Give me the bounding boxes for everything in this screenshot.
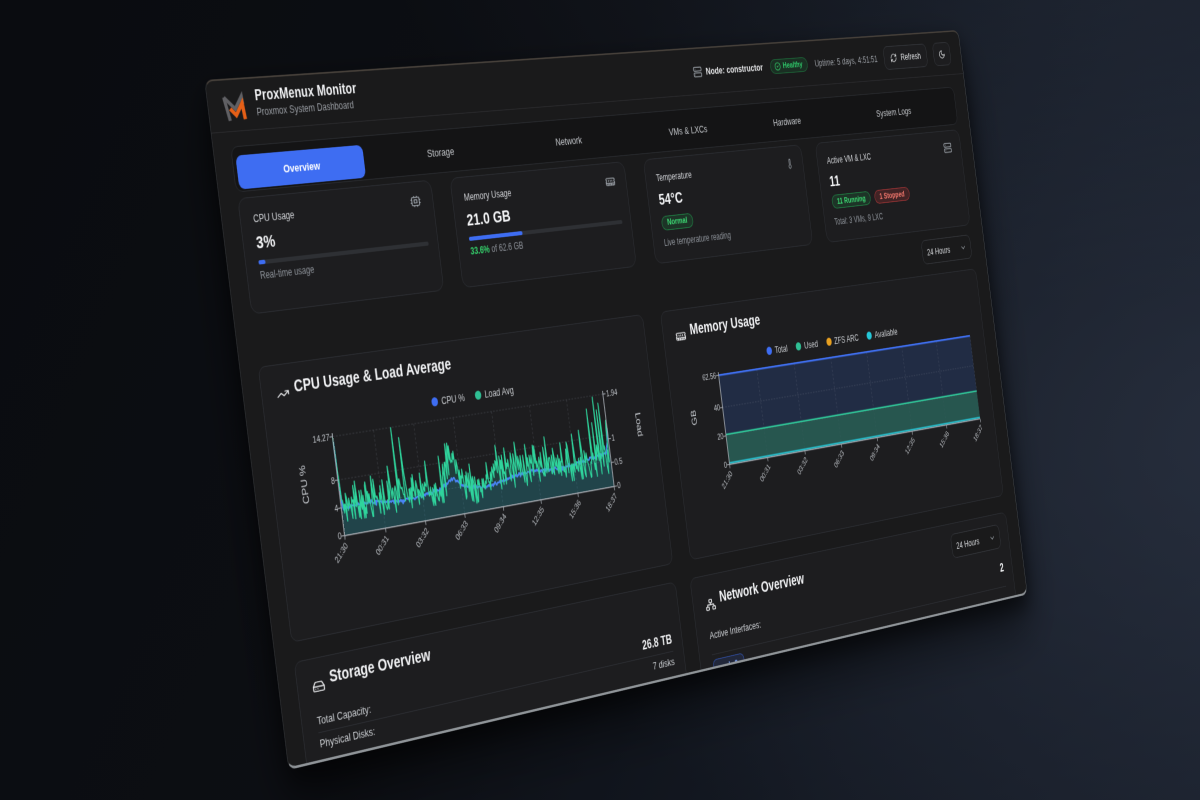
svg-text:15:36: 15:36	[938, 429, 950, 450]
svg-text:40: 40	[713, 403, 720, 414]
svg-text:0: 0	[723, 460, 727, 470]
svg-text:8: 8	[330, 475, 335, 487]
svg-text:09:34: 09:34	[492, 511, 508, 535]
svg-text:00:31: 00:31	[758, 462, 771, 484]
svg-text:15:36: 15:36	[568, 497, 583, 520]
svg-text:06:33: 06:33	[833, 448, 846, 470]
svg-text:18:37: 18:37	[604, 491, 619, 514]
svg-text:1: 1	[611, 432, 616, 443]
svg-text:0: 0	[617, 480, 622, 491]
svg-text:1.94: 1.94	[605, 386, 618, 398]
svg-text:0: 0	[337, 530, 342, 542]
svg-text:09:34: 09:34	[868, 441, 881, 463]
svg-text:CPU %: CPU %	[297, 464, 311, 505]
svg-text:GB: GB	[689, 409, 699, 426]
svg-text:06:33: 06:33	[454, 518, 470, 542]
svg-text:03:32: 03:32	[796, 455, 809, 477]
svg-text:62.56: 62.56	[702, 370, 717, 382]
svg-text:4: 4	[334, 503, 339, 515]
svg-text:14.27: 14.27	[312, 431, 330, 445]
svg-text:21:30: 21:30	[333, 540, 350, 565]
svg-text:00:31: 00:31	[374, 533, 391, 558]
svg-text:0.5: 0.5	[614, 455, 623, 467]
svg-text:21:30: 21:30	[720, 468, 734, 490]
svg-text:20: 20	[717, 431, 724, 442]
svg-text:Load: Load	[633, 412, 644, 437]
svg-text:18:37: 18:37	[972, 423, 984, 444]
svg-text:03:32: 03:32	[414, 525, 430, 549]
svg-text:12:35: 12:35	[530, 504, 545, 528]
svg-text:12:35: 12:35	[904, 435, 916, 456]
